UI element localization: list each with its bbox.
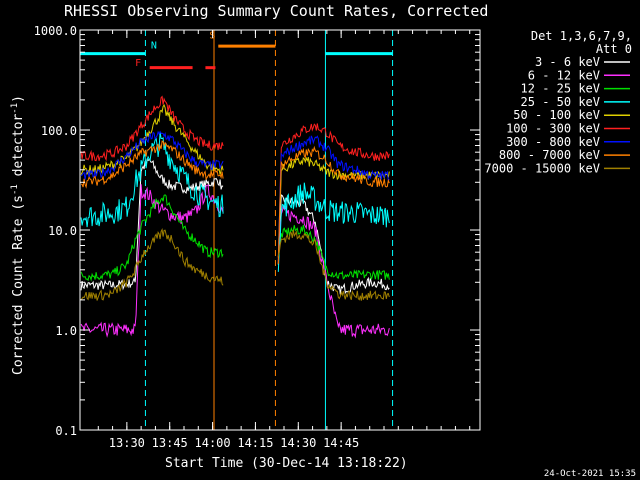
y-axis-label: Corrected Count Rate (s-1 detector-1) [10,95,26,375]
legend-label: 25 - 50 keV [521,95,600,109]
legend-label: 6 - 12 keV [528,68,600,82]
series-line-6-seg1 [80,130,224,180]
event-markers [80,44,393,70]
legend-label: 100 - 300 keV [506,122,600,136]
y-tick-label: 1000.0 [34,24,77,38]
x-axis-ticks: 13:30 13:45 14:00 14:15 14:30 14:45 [97,30,471,450]
legend-label: 50 - 100 keV [513,108,600,122]
legend-label: 300 - 800 keV [506,135,600,149]
y-tick-label: 0.1 [55,424,77,438]
legend-label: 800 - 7000 keV [499,148,600,162]
series-line-3-seg2 [277,182,390,272]
legend-label: 7000 - 15000 keV [484,161,600,175]
y-axis-ticks: 0.1 1.0 10.0 100.0 1000.0 [34,24,480,438]
series-line-8-seg1 [80,228,224,301]
series-line-7-seg1 [81,140,224,189]
event-annotations: NFS [135,31,215,69]
x-tick-label: 13:30 [109,436,145,450]
series-line-4-seg2 [277,156,390,258]
series-line-4-seg1 [80,103,224,176]
series-line-0-seg1 [80,158,224,291]
x-tick-label: 13:45 [152,436,188,450]
series-line-6-seg2 [277,135,390,262]
footer-date: 24-Oct-2021 15:35 [544,469,636,479]
series-line-8-seg2 [277,229,390,301]
legend-title: Det 1,3,6,7,9, [531,29,632,43]
x-tick-label: 14:00 [195,436,231,450]
series-line-5-seg1 [80,95,224,162]
annotation-n: N [151,40,157,51]
y-axis-label-mid: detector [11,114,26,185]
y-axis-label-sup2: -1 [10,103,20,114]
vertical-event-lines [80,30,394,430]
y-tick-label: 1.0 [55,324,77,338]
series-line-1-seg2 [277,204,390,339]
series-lines [80,95,390,339]
series-line-1-seg1 [80,184,224,338]
y-tick-label: 10.0 [48,224,77,238]
series-line-5-seg2 [277,123,390,264]
series-line-7-seg2 [277,145,390,264]
x-tick-label: 14:30 [280,436,316,450]
annotation-f: F [135,58,141,69]
legend-subtitle: Att 0 [596,42,632,56]
legend-label: 3 - 6 keV [535,55,600,69]
y-axis-label-end: ) [11,95,26,103]
x-tick-label: 14:45 [323,436,359,450]
x-axis-label: Start Time (30-Dec-14 13:18:22) [165,456,408,471]
series-line-3-seg1 [80,132,224,228]
chart-title: RHESSI Observing Summary Count Rates, Co… [64,2,488,20]
y-axis-label-main: Corrected Count Rate (s [11,195,26,375]
y-axis-label-sup: -1 [10,184,20,195]
y-tick-label: 100.0 [41,124,77,138]
series-line-2-seg1 [80,194,224,282]
x-tick-label: 14:15 [237,436,273,450]
series-line-2-seg2 [277,224,390,280]
legend-label: 12 - 25 keV [521,82,600,96]
